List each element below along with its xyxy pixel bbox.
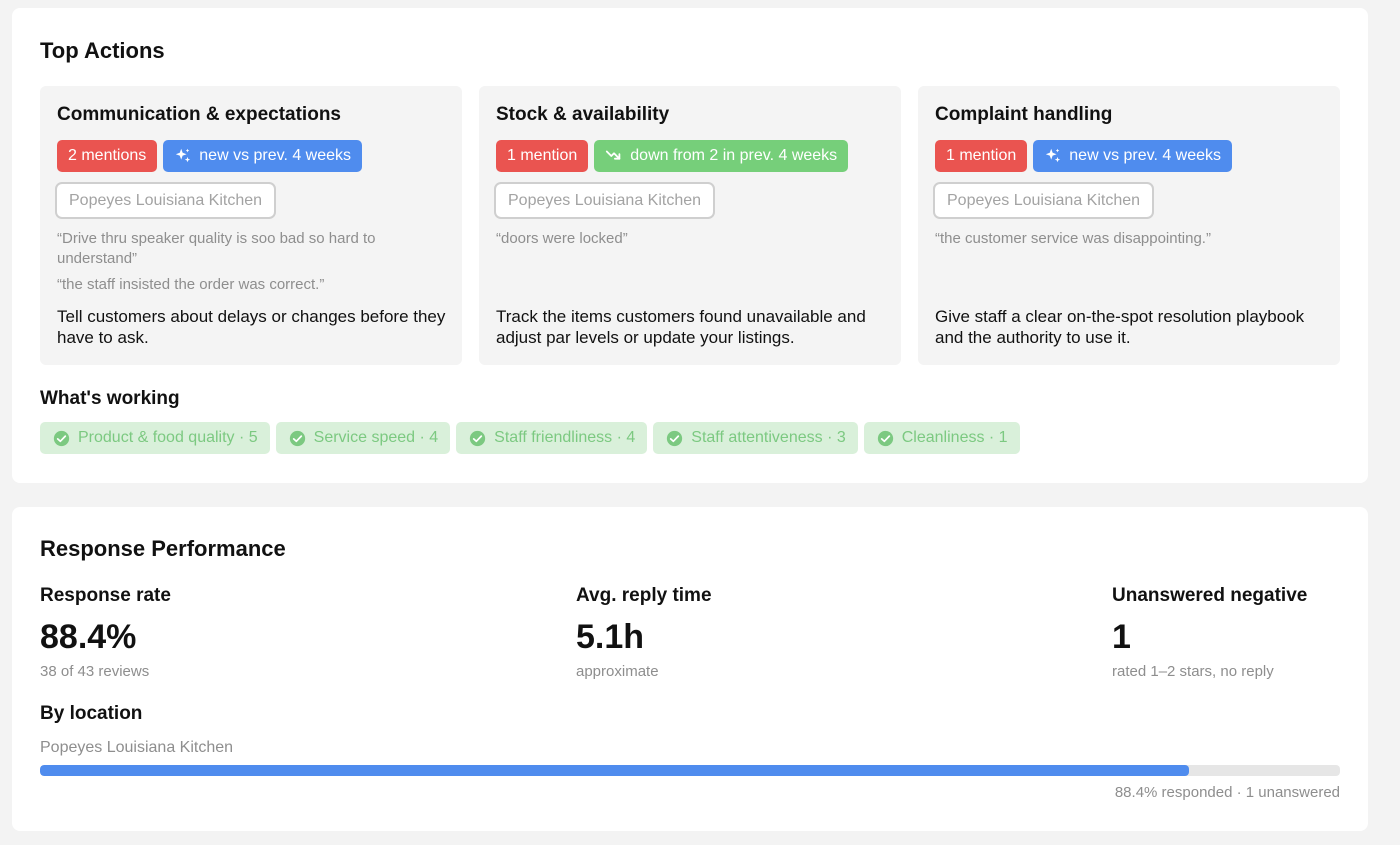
metric-unanswered-negative: Unanswered negative 1 rated 1–2 stars, n… <box>1112 585 1307 680</box>
metric-label: Response rate <box>40 585 171 606</box>
mentions-badge: 1 mention <box>935 140 1028 172</box>
trend-badge-label: new vs prev. 4 weeks <box>199 147 352 164</box>
action-advice: Tell customers about delays or changes b… <box>57 307 446 347</box>
top-actions-panel: Top Actions Communication & expectations… <box>12 8 1368 483</box>
location-name: Popeyes Louisiana Kitchen <box>40 739 234 756</box>
action-advice: Track the items customers found unavaila… <box>496 307 866 347</box>
response-performance-panel: Response Performance Response rate 88.4%… <box>12 507 1368 831</box>
mentions-badge: 1 mention <box>496 140 589 172</box>
action-card[interactable]: Communication & expectations 2 mentions … <box>40 86 462 365</box>
working-chip-label: Staff attentiveness · 3 <box>691 429 846 446</box>
response-progress-bar <box>40 765 1340 776</box>
working-chip-label: Product & food quality · 5 <box>78 429 258 446</box>
working-chip[interactable]: Product & food quality · 5 <box>40 422 270 454</box>
response-performance-title: Response Performance <box>40 536 286 561</box>
metric-subtext: approximate <box>576 663 659 680</box>
review-quote: “Drive thru speaker quality is soo bad s… <box>57 230 376 267</box>
check-circle-icon <box>667 430 683 446</box>
location-chip[interactable]: Popeyes Louisiana Kitchen <box>494 182 716 219</box>
check-circle-icon <box>877 430 893 446</box>
by-location-title: By location <box>40 703 143 724</box>
working-chip[interactable]: Staff attentiveness · 3 <box>653 422 858 454</box>
check-circle-icon <box>470 430 486 446</box>
check-circle-icon <box>289 430 305 446</box>
location-response-caption: 88.4% responded · 1 unanswered <box>1114 784 1340 801</box>
badge-row: 2 mentions new vs prev. 4 weeks <box>57 140 363 172</box>
trend-badge: new vs prev. 4 weeks <box>1033 140 1233 172</box>
working-chip-label: Cleanliness · 1 <box>901 429 1008 446</box>
metric-label: Unanswered negative <box>1112 585 1308 606</box>
trend-badge-label: down from 2 in prev. 4 weeks <box>630 147 838 164</box>
trend-badge: new vs prev. 4 weeks <box>163 140 363 172</box>
review-quote: “doors were locked” <box>496 230 628 247</box>
working-chip[interactable]: Service speed · 4 <box>275 422 451 454</box>
working-chip-label: Staff friendliness · 4 <box>494 429 636 446</box>
action-card[interactable]: Complaint handling 1 mention new vs prev… <box>918 86 1340 365</box>
badge-row: 1 mention down from 2 in prev. 4 weeks <box>496 140 849 172</box>
mentions-badge-label: 1 mention <box>946 147 1017 164</box>
sparkle-icon <box>1046 148 1061 163</box>
mentions-badge: 2 mentions <box>57 140 158 172</box>
metric-subtext: rated 1–2 stars, no reply <box>1112 663 1274 680</box>
action-card-title: Complaint handling <box>935 104 1113 125</box>
working-chip-label: Service speed · 4 <box>313 429 439 446</box>
metric-value: 1 <box>1112 618 1131 656</box>
trend-down-icon <box>606 150 621 160</box>
trend-badge: down from 2 in prev. 4 weeks <box>594 140 849 172</box>
quotes: “the customer service was disappointing.… <box>935 229 1320 255</box>
metric-value: 88.4% <box>40 618 137 656</box>
badge-row: 1 mention new vs prev. 4 weeks <box>935 140 1233 172</box>
location-chip[interactable]: Popeyes Louisiana Kitchen <box>933 182 1155 219</box>
whats-working-title: What's working <box>40 388 180 409</box>
action-advice: Give staff a clear on-the-spot resolutio… <box>935 307 1305 347</box>
top-actions-title: Top Actions <box>40 38 165 63</box>
location-chip[interactable]: Popeyes Louisiana Kitchen <box>55 182 277 219</box>
action-cards: Communication & expectations 2 mentions … <box>40 86 1340 365</box>
metric-avg-reply-time: Avg. reply time 5.1h approximate <box>576 585 712 680</box>
metric-subtext: 38 of 43 reviews <box>40 663 150 680</box>
mentions-badge-label: 1 mention <box>507 147 578 164</box>
metric-label: Avg. reply time <box>576 585 712 606</box>
metric-response-rate: Response rate 88.4% 38 of 43 reviews <box>40 585 171 680</box>
quotes: “Drive thru speaker quality is soo bad s… <box>57 229 442 301</box>
quotes: “doors were locked” <box>496 229 881 255</box>
action-card-title: Stock & availability <box>496 104 670 125</box>
working-chip[interactable]: Staff friendliness · 4 <box>456 422 648 454</box>
whats-working-chips: Product & food quality · 5 Service speed… <box>40 422 1020 454</box>
review-quote: “the customer service was disappointing.… <box>935 230 1211 247</box>
action-card-title: Communication & expectations <box>57 104 341 125</box>
working-chip[interactable]: Cleanliness · 1 <box>863 422 1020 454</box>
action-card[interactable]: Stock & availability 1 mention down from… <box>479 86 901 365</box>
review-quote: “the staff insisted the order was correc… <box>57 276 325 293</box>
metric-value: 5.1h <box>576 618 645 656</box>
mentions-badge-label: 2 mentions <box>68 147 147 164</box>
check-circle-icon <box>53 430 70 446</box>
sparkle-icon <box>176 148 191 163</box>
trend-badge-label: new vs prev. 4 weeks <box>1069 147 1222 164</box>
response-progress-fill <box>40 765 1190 776</box>
